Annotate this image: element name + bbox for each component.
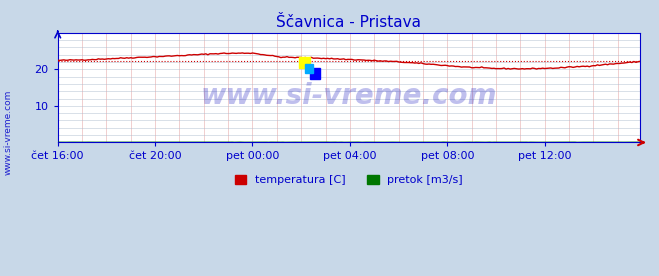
Legend: temperatura [C], pretok [m3/s]: temperatura [C], pretok [m3/s] bbox=[230, 171, 467, 190]
Bar bbox=[304, 64, 313, 73]
Text: www.si-vreme.com: www.si-vreme.com bbox=[200, 82, 497, 110]
Title: Ščavnica - Pristava: Ščavnica - Pristava bbox=[276, 15, 421, 30]
Bar bbox=[299, 57, 310, 68]
Bar bbox=[310, 68, 320, 79]
Text: www.si-vreme.com: www.si-vreme.com bbox=[3, 90, 13, 175]
